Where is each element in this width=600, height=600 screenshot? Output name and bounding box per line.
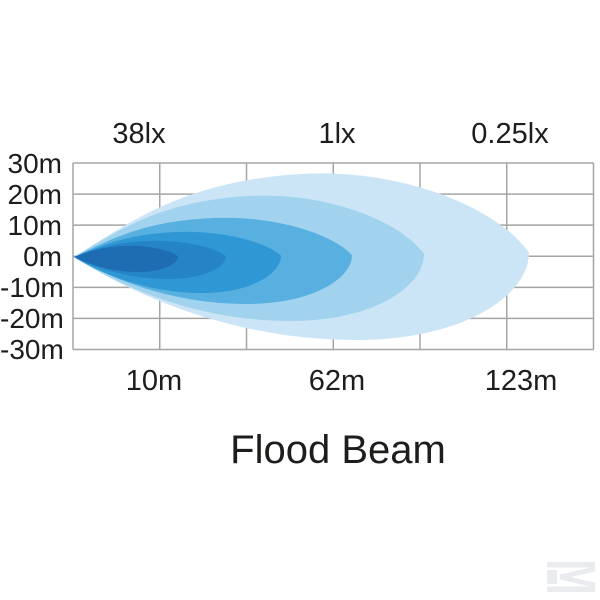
x-tick-123m: 123m xyxy=(484,365,558,397)
y-tick-30m: 30m xyxy=(7,148,62,179)
y-tick-0m: 0m xyxy=(23,241,62,272)
lux-label-0-25lx: 0.25lx xyxy=(471,118,549,150)
y-tick-10m: 10m xyxy=(7,210,62,241)
kramp-watermark-icon xyxy=(547,562,596,592)
x-tick-62m: 62m xyxy=(308,365,366,397)
y-tick-minus30m: -30m xyxy=(0,334,64,365)
y-tick-minus20m: -20m xyxy=(0,303,64,334)
lux-label-1lx: 1lx xyxy=(318,118,356,150)
chart-title: Flood Beam xyxy=(230,428,446,472)
y-tick-minus10m: -10m xyxy=(0,272,64,303)
beam-contours xyxy=(74,173,529,340)
lux-label-38lx: 38lx xyxy=(112,118,166,150)
x-tick-10m: 10m xyxy=(125,365,183,397)
y-tick-20m: 20m xyxy=(7,179,62,210)
